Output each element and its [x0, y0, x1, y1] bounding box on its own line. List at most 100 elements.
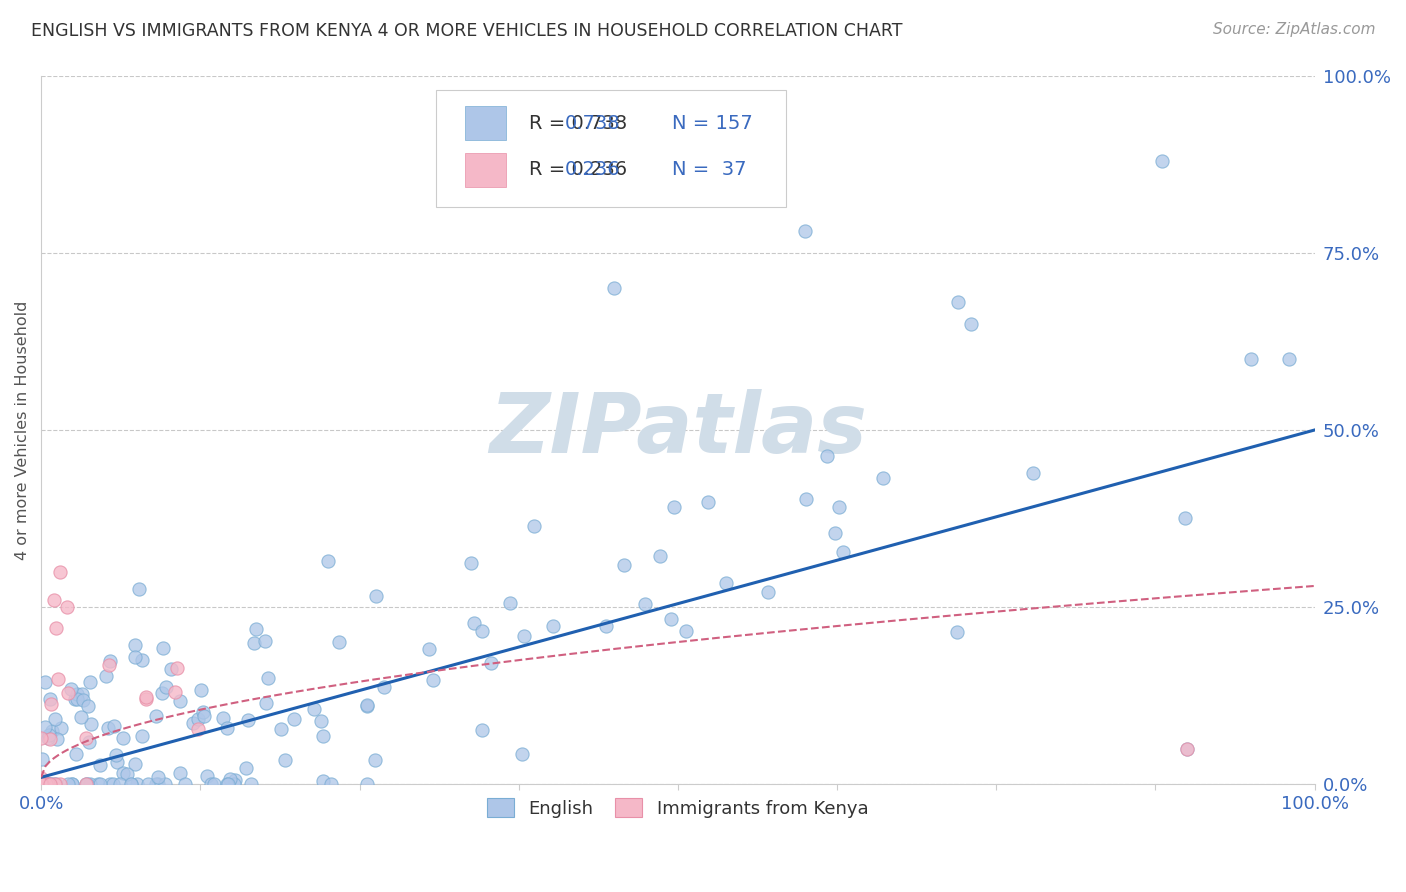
Point	[872, 471, 894, 485]
Point	[145, 777, 167, 791]
Point	[34, 777, 56, 791]
Point	[112, 766, 135, 780]
Point	[283, 712, 305, 726]
Point	[422, 673, 444, 688]
Text: 0.236: 0.236	[565, 161, 620, 179]
Point	[512, 629, 534, 643]
Point	[1175, 742, 1198, 756]
Point	[1150, 153, 1173, 168]
Point	[77, 698, 100, 713]
Point	[648, 549, 671, 563]
Point	[70, 688, 93, 702]
Point	[97, 722, 120, 736]
Point	[37, 777, 59, 791]
Point	[124, 638, 146, 652]
Point	[120, 777, 142, 791]
Point	[543, 619, 565, 633]
Point	[124, 757, 146, 772]
Point	[946, 295, 969, 310]
Point	[66, 691, 89, 706]
Point	[959, 317, 981, 331]
Point	[146, 777, 169, 791]
Point	[104, 747, 127, 762]
Point	[215, 722, 238, 736]
Point	[160, 662, 183, 676]
Point	[1173, 511, 1195, 525]
Point	[165, 685, 187, 699]
Point	[97, 657, 120, 672]
Point	[34, 777, 56, 791]
Point	[30, 777, 52, 791]
Point	[145, 709, 167, 723]
Point	[38, 692, 60, 706]
Point	[39, 698, 62, 712]
Point	[523, 518, 546, 533]
Point	[828, 500, 851, 514]
Point	[659, 612, 682, 626]
Point	[37, 777, 59, 791]
Point	[714, 576, 737, 591]
Point	[30, 777, 52, 791]
Point	[131, 729, 153, 743]
Point	[31, 777, 53, 791]
Point	[328, 634, 350, 648]
Point	[217, 777, 239, 791]
Point	[34, 675, 56, 690]
Point	[479, 656, 502, 670]
Point	[135, 690, 157, 704]
Point	[815, 450, 838, 464]
Point	[72, 693, 94, 707]
Point	[595, 619, 617, 633]
Point	[236, 713, 259, 727]
Point	[30, 777, 52, 791]
Point	[256, 672, 278, 686]
Point	[634, 597, 657, 611]
Text: R = 0.738: R = 0.738	[529, 113, 627, 133]
Point	[30, 777, 52, 791]
Point	[312, 774, 335, 789]
Point	[101, 777, 124, 791]
Text: ENGLISH VS IMMIGRANTS FROM KENYA 4 OR MORE VEHICLES IN HOUSEHOLD CORRELATION CHA: ENGLISH VS IMMIGRANTS FROM KENYA 4 OR MO…	[31, 22, 903, 40]
Point	[832, 545, 855, 559]
Point	[460, 556, 482, 570]
Point	[312, 729, 335, 743]
Point	[152, 640, 174, 655]
Point	[418, 641, 440, 656]
Point	[62, 777, 84, 791]
Point	[31, 777, 53, 791]
Point	[76, 777, 98, 791]
Point	[49, 721, 72, 735]
Point	[302, 702, 325, 716]
Point	[55, 600, 77, 615]
Point	[108, 777, 131, 791]
Text: ZIPatlas: ZIPatlas	[489, 390, 868, 470]
Point	[60, 777, 83, 791]
Point	[38, 731, 60, 746]
Point	[193, 705, 215, 719]
Point	[32, 777, 55, 791]
Point	[356, 698, 378, 712]
Point	[96, 668, 118, 682]
Point	[30, 777, 52, 791]
Point	[373, 680, 395, 694]
Point	[1240, 352, 1263, 367]
Point	[89, 758, 111, 772]
Point	[1175, 742, 1198, 756]
Point	[309, 714, 332, 728]
Point	[153, 777, 176, 791]
Point	[181, 715, 204, 730]
Point	[796, 491, 818, 506]
Point	[319, 777, 342, 791]
Point	[38, 728, 60, 742]
Point	[56, 686, 79, 700]
Point	[212, 711, 235, 725]
Point	[190, 683, 212, 698]
Point	[39, 777, 62, 791]
Point	[219, 772, 242, 786]
Point	[75, 731, 97, 745]
Point	[65, 692, 87, 706]
Point	[31, 752, 53, 766]
Point	[32, 777, 55, 791]
Point	[35, 777, 58, 791]
Point	[42, 777, 65, 791]
